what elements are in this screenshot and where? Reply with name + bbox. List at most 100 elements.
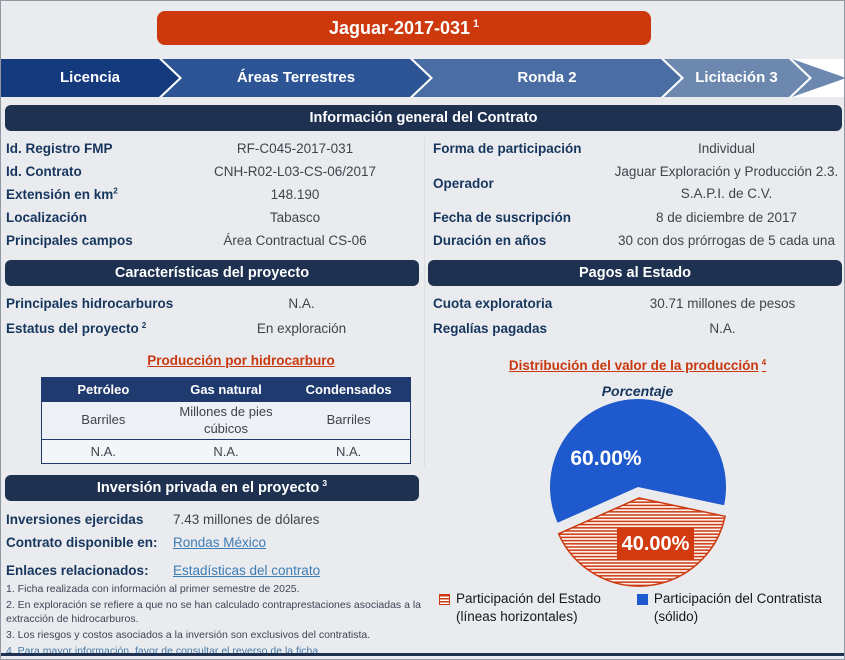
- field-label: Contrato disponible en:: [6, 535, 158, 550]
- field-label-superscript: 2: [113, 186, 118, 196]
- field-row-forma-participacion: Forma de participación Individual: [433, 137, 842, 160]
- field-value: Rondas México: [173, 535, 419, 550]
- field-value: Individual: [697, 141, 756, 156]
- field-row-estatus-proyecto: Estatus del proyecto 2 En exploración: [6, 316, 419, 341]
- field-label: Principales hidrocarburos: [6, 296, 174, 311]
- field-label: Estatus del proyecto 2: [6, 321, 184, 336]
- field-value: 30.71 millones de pesos: [649, 296, 796, 311]
- table-unit-condensados: Barriles: [287, 401, 410, 439]
- field-value: RF-C045-2017-031: [236, 141, 354, 156]
- field-row-extension: Extensión en km2 148.190: [6, 183, 419, 206]
- table-unit-gas-natural: Millones de pies cúbicos: [164, 401, 288, 439]
- page-title: Jaguar-2017-031 1: [157, 11, 651, 45]
- table-value-gas-natural: N.A.: [164, 439, 288, 463]
- field-label: Principales campos: [6, 233, 133, 248]
- field-row-operador: Operador Jaguar Exploración y Producción…: [433, 160, 842, 206]
- legend-contractor-line-2: (sólido): [653, 609, 699, 625]
- field-row-inversiones-ejercidas: Inversiones ejercidas 7.43 millones de d…: [6, 508, 419, 531]
- distribution-section-title: Distribución del valor de la producción 4: [433, 358, 842, 373]
- footnote-4-link[interactable]: 4. Para mayor información, favor de cons…: [6, 644, 322, 657]
- breadcrumb-item-areas-terrestres: Áreas Terrestres: [162, 59, 430, 97]
- field-label: Cuota exploratoria: [433, 296, 553, 311]
- field-value: Área Contractual CS-06: [223, 233, 367, 248]
- field-label-superscript: 2: [141, 320, 147, 330]
- breadcrumb-item-licitacion-3: Licitación 3: [664, 59, 809, 97]
- field-row-id-contrato: Id. Contrato CNH-R02-L03-CS-06/2017: [6, 160, 419, 183]
- field-value: Tabasco: [269, 210, 321, 225]
- field-row-contrato-disponible: Contrato disponible en: Rondas México: [6, 531, 419, 554]
- general-info-left-column: Id. Registro FMP RF-C045-2017-031 Id. Co…: [6, 137, 419, 252]
- field-row-id-registro-fmp: Id. Registro FMP RF-C045-2017-031: [6, 137, 419, 160]
- table-header-condensados: Condensados: [287, 378, 410, 401]
- field-label-text: Estatus del proyecto: [6, 321, 139, 336]
- footnote-2: 2. En exploración se refiere a que no se…: [6, 598, 422, 626]
- field-row-duracion: Duración en años 30 con dos prórrogas de…: [433, 229, 842, 252]
- field-row-fecha-suscripcion: Fecha de suscripción 8 de diciembre de 2…: [433, 206, 842, 229]
- section-header-caracteristicas: Características del proyecto: [5, 260, 419, 286]
- legend-state-line-1: Participación del Estado: [456, 591, 601, 606]
- field-label: Regalías pagadas: [433, 321, 548, 336]
- pie-label-contractor: 60.00%: [570, 447, 642, 470]
- field-label: Localización: [6, 210, 88, 225]
- pie-chart-svg: [550, 399, 727, 587]
- pie-label-state: 40.00%: [617, 528, 694, 560]
- field-value: 8 de diciembre de 2017: [655, 210, 798, 225]
- field-label: Duración en años: [433, 233, 547, 248]
- inversion-rows: Inversiones ejercidas 7.43 millones de d…: [6, 508, 419, 583]
- distribution-title-superscript: 4: [761, 357, 767, 367]
- footnotes: 1. Ficha realizada con información al pr…: [6, 582, 434, 659]
- footnote-1: 1. Ficha realizada con información al pr…: [6, 583, 300, 595]
- footnote-3: 3. Los riesgos y costos asociados a la i…: [6, 629, 371, 642]
- section-header-pagos: Pagos al Estado: [428, 260, 842, 286]
- field-label: Enlaces relacionados:: [6, 562, 149, 578]
- legend-state-line-2: (líneas horizontales): [456, 609, 578, 625]
- pie-chart-title: Porcentaje: [601, 383, 674, 399]
- link-estadisticas-contrato[interactable]: Estadísticas del contrato: [173, 562, 321, 578]
- production-section-title: Producción por hidrocarburo: [147, 353, 335, 368]
- operador-line-1: Jaguar Exploración y Producción 2.3.: [614, 164, 839, 180]
- page-title-superscript: 1: [473, 18, 480, 30]
- production-table: Petróleo Gas natural Condensados Barrile…: [41, 377, 411, 464]
- distribution-title-text: Distribución del valor de la producción: [508, 358, 759, 373]
- field-row-principales-campos: Principales campos Área Contractual CS-0…: [6, 229, 419, 252]
- field-value: 7.43 millones de dólares: [173, 512, 320, 527]
- table-header-petroleo: Petróleo: [42, 378, 165, 401]
- operador-line-2: S.A.P.I. de C.V.: [680, 186, 773, 201]
- link-rondas-mexico[interactable]: Rondas México: [173, 535, 267, 550]
- field-label: Id. Contrato: [6, 164, 82, 179]
- legend-contractor-line-1: Participación del Contratista: [653, 591, 822, 606]
- field-label-text: Extensión en km: [6, 187, 114, 202]
- legend-text-contractor: Participación del Contratista (sólido): [654, 590, 822, 626]
- field-value: 30 con dos prórrogas de 5 cada una: [618, 233, 835, 248]
- legend-item-state: Participación del Estado (líneas horizon…: [439, 590, 601, 626]
- field-label: Extensión en km2: [6, 187, 171, 202]
- field-row-principales-hidrocarburos: Principales hidrocarburos N.A.: [6, 291, 419, 316]
- section-header-inversion: Inversión privada en el proyecto 3: [5, 475, 419, 501]
- field-value: Jaguar Exploración y Producción 2.3. S.A…: [611, 161, 842, 204]
- column-divider: [424, 137, 425, 467]
- field-row-localizacion: Localización Tabasco: [6, 206, 419, 229]
- field-label: Operador: [433, 175, 494, 191]
- general-info-right-column: Forma de participación Individual Operad…: [433, 137, 842, 252]
- field-row-enlaces-relacionados: Enlaces relacionados: Estadísticas del c…: [6, 557, 419, 583]
- field-label: Fecha de suscripción: [433, 210, 572, 225]
- table-value-petroleo: N.A.: [42, 439, 165, 463]
- legend-text-state: Participación del Estado (líneas horizon…: [456, 590, 601, 626]
- field-label: Forma de participación: [433, 141, 582, 156]
- inversion-header-text: Inversión privada en el proyecto: [96, 480, 320, 496]
- field-value: N.A.: [709, 321, 736, 336]
- field-value: En exploración: [256, 321, 347, 336]
- field-label: Inversiones ejercidas: [6, 512, 144, 527]
- pagos-rows: Cuota exploratoria 30.71 millones de pes…: [433, 291, 842, 341]
- field-value: N.A.: [288, 296, 315, 311]
- pie-chart: [491, 395, 791, 595]
- inversion-header-superscript: 3: [322, 478, 328, 489]
- legend-swatch-state-hatched-icon: [439, 594, 450, 605]
- field-row-cuota-exploratoria: Cuota exploratoria 30.71 millones de pes…: [433, 291, 842, 316]
- bottom-rule: [1, 653, 844, 656]
- field-row-regalias-pagadas: Regalías pagadas N.A.: [433, 316, 842, 341]
- pie-legend: Participación del Estado (líneas horizon…: [439, 590, 822, 626]
- page-title-text: Jaguar-2017-031: [328, 18, 471, 38]
- pie-slice-contractor: [550, 399, 727, 523]
